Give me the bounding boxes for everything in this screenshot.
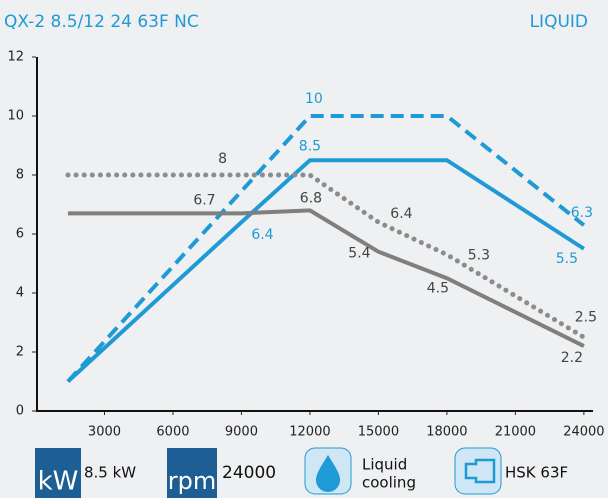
value-label: 8 (218, 151, 227, 167)
drop-icon (316, 455, 340, 492)
x-tick-label: 6000 (156, 425, 189, 440)
value-label: 2.2 (561, 350, 583, 366)
badge: LIQUID (530, 12, 588, 32)
y-tick-label: 10 (7, 109, 24, 124)
series-line (66, 158, 585, 383)
y-tick-label: 4 (16, 286, 24, 301)
tool-icon (464, 458, 496, 484)
y-tick-label: 2 (16, 345, 24, 360)
title: QX-2 8.5/12 24 63F NC (4, 12, 199, 32)
feature-cooling: Liquid cooling (304, 447, 416, 495)
feature-label: cooling (362, 474, 416, 492)
series-line (65, 172, 587, 340)
y-tick-label: 8 (16, 168, 24, 183)
value-label: 2.5 (575, 309, 597, 325)
series-line (66, 114, 586, 383)
x-tick-label: 9000 (225, 425, 258, 440)
feature-kw: kW 8.5 kW (35, 448, 136, 498)
value-label: 5.4 (348, 246, 370, 262)
icon-box (167, 448, 217, 498)
icon-text: rpm (168, 467, 216, 495)
feature-label: Liquid (362, 456, 407, 474)
x-tick-label: 21000 (495, 425, 536, 440)
value-label: 6.8 (300, 190, 322, 206)
y-tick-label: 6 (16, 227, 24, 242)
feature-label: HSK 63F (505, 464, 568, 482)
x-tick-label: 3000 (88, 425, 121, 440)
icon-text: kW (38, 467, 79, 497)
value-label: 5.5 (556, 251, 578, 267)
y-tick-label: 12 (7, 50, 24, 65)
value-label: 5.3 (468, 248, 490, 264)
y-tick-label: 0 (16, 404, 24, 419)
feature-label: 24000 (222, 463, 276, 483)
series-line (67, 208, 585, 348)
x-tick-label: 24000 (563, 425, 604, 440)
value-label: 6.7 (193, 192, 215, 208)
feature-rpm: rpm 24000 (167, 448, 276, 498)
x-tick-label: 15000 (358, 425, 399, 440)
value-label: 4.5 (427, 280, 449, 296)
value-label: 6.4 (390, 206, 412, 222)
value-label: 6.3 (571, 205, 593, 221)
plot: 0 2 4 6 8 10 12 3000 6000 9000 12000 15000 18000 2100… (7, 50, 604, 440)
icon-box (35, 448, 81, 498)
value-label: 10 (305, 91, 323, 107)
x-tick-label: 12000 (289, 425, 330, 440)
feature-label: 8.5 kW (84, 464, 136, 482)
value-label: 6.4 (251, 227, 273, 243)
value-label: 8.5 (299, 138, 321, 154)
x-tick-label: 18000 (426, 425, 467, 440)
feature-tool: HSK 63F (454, 447, 568, 495)
